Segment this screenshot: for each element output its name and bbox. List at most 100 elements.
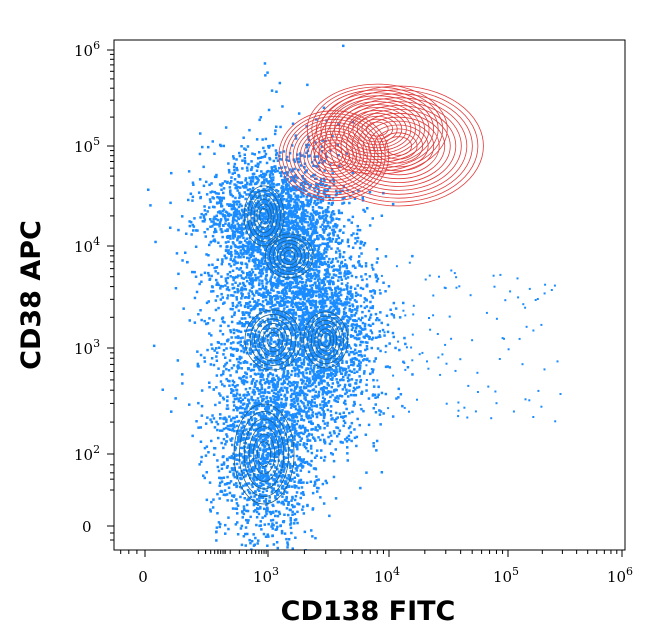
- density-point: [237, 435, 240, 439]
- density-point: [225, 361, 229, 365]
- density-point: [285, 411, 288, 414]
- density-point: [377, 335, 380, 339]
- density-point: [310, 529, 313, 532]
- density-point: [293, 438, 296, 441]
- density-point: [271, 178, 275, 182]
- density-point: [280, 441, 283, 445]
- density-point: [222, 349, 226, 352]
- density-point: [257, 264, 261, 267]
- density-point: [249, 277, 252, 280]
- density-point: [236, 438, 240, 441]
- density-point: [229, 558, 232, 561]
- density-point: [302, 391, 305, 395]
- density-point: [357, 189, 360, 192]
- density-point: [268, 366, 271, 369]
- density-point: [281, 409, 284, 412]
- density-point: [229, 346, 233, 350]
- density-point: [230, 294, 233, 297]
- density-point: [188, 319, 191, 322]
- density-point: [230, 467, 234, 470]
- density-point: [220, 342, 223, 346]
- density-point: [318, 427, 322, 430]
- density-point: [268, 421, 271, 425]
- density-point: [247, 436, 251, 439]
- density-point: [275, 455, 279, 459]
- density-point: [256, 397, 260, 400]
- density-point: [323, 225, 326, 228]
- density-point: [244, 414, 247, 418]
- density-point: [253, 390, 257, 394]
- density-point: [308, 186, 311, 189]
- density-point: [304, 281, 308, 284]
- density-point: [221, 285, 224, 288]
- density-point: [375, 336, 378, 339]
- density-point: [294, 394, 298, 398]
- density-point: [308, 381, 311, 384]
- density-point: [284, 449, 288, 452]
- density-point: [254, 276, 258, 280]
- density-point: [210, 343, 213, 346]
- density-point: [290, 316, 293, 320]
- density-point: [232, 452, 235, 455]
- density-point: [270, 477, 274, 480]
- density-point: [285, 495, 288, 499]
- density-point: [305, 447, 308, 450]
- density-point: [294, 285, 298, 289]
- density-point: [226, 297, 229, 300]
- density-point: [255, 498, 259, 501]
- density-point: [256, 467, 260, 471]
- density-point: [312, 291, 315, 294]
- density-point: [303, 430, 307, 434]
- density-point: [399, 393, 403, 396]
- density-point: [277, 279, 280, 282]
- density-point: [290, 388, 293, 392]
- density-point: [254, 267, 257, 270]
- density-point: [251, 485, 254, 489]
- density-point: [286, 369, 289, 373]
- density-point: [269, 400, 273, 403]
- density-point: [315, 231, 319, 235]
- density-point: [262, 378, 265, 381]
- density-point: [234, 260, 237, 263]
- density-point: [262, 291, 265, 295]
- density-point: [246, 246, 250, 250]
- density-point: [311, 335, 315, 338]
- density-point: [314, 467, 318, 471]
- density-point: [318, 262, 322, 266]
- density-point: [301, 182, 304, 185]
- density-point: [305, 481, 309, 484]
- density-point: [292, 285, 295, 289]
- density-point: [267, 407, 270, 410]
- density-point: [248, 351, 252, 354]
- density-point: [266, 460, 269, 464]
- density-point: [280, 280, 283, 283]
- density-point: [300, 378, 304, 381]
- density-point: [404, 342, 407, 346]
- density-point: [261, 434, 264, 437]
- density-point: [251, 281, 254, 284]
- density-point: [219, 287, 222, 290]
- density-point: [325, 346, 329, 350]
- density-point: [323, 188, 326, 192]
- density-point: [296, 447, 299, 451]
- density-point: [280, 386, 283, 390]
- density-point: [269, 426, 272, 430]
- density-point: [331, 228, 334, 232]
- density-point: [306, 293, 310, 296]
- density-point: [342, 401, 346, 404]
- density-point: [309, 370, 312, 373]
- density-point: [244, 347, 247, 350]
- density-point: [261, 496, 264, 499]
- density-point: [276, 385, 279, 388]
- density-point: [287, 501, 290, 504]
- density-point: [262, 305, 265, 308]
- density-point: [309, 316, 313, 319]
- density-point: [243, 468, 247, 472]
- density-point: [337, 291, 340, 295]
- density-point: [361, 321, 365, 325]
- density-point: [274, 312, 277, 315]
- density-point: [292, 350, 296, 353]
- density-point: [283, 448, 286, 451]
- density-point: [335, 417, 338, 421]
